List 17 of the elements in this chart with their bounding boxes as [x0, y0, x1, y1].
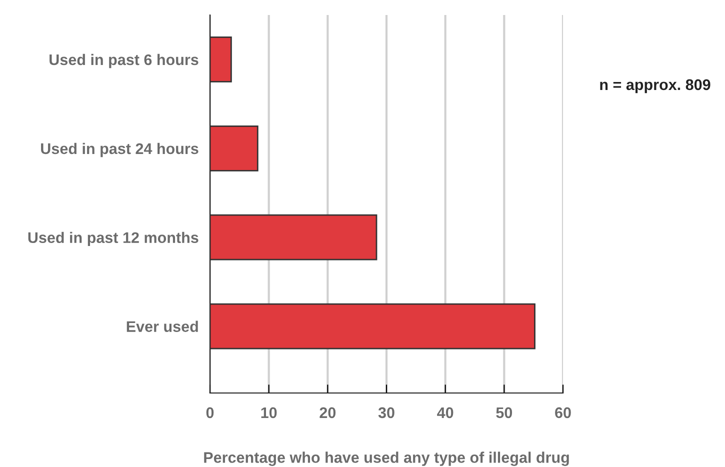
y-tick-label: Ever used	[126, 320, 198, 332]
x-axis-title: Percentage who have used any type of illegal drug	[204, 452, 569, 466]
x-tick-label: 0	[206, 407, 214, 418]
y-tick-label: Used in past 6 hours	[50, 54, 198, 68]
bar	[210, 214, 378, 260]
x-tick-label: 30	[378, 407, 394, 418]
text: n = approx. 809	[600, 79, 710, 94]
x-tick-label: 60	[555, 407, 571, 418]
x-tick-label: 50	[496, 407, 512, 418]
bar	[210, 303, 536, 350]
bar	[210, 125, 258, 172]
x-tick-label: 10	[261, 407, 277, 418]
x-tick-label: 20	[320, 407, 336, 418]
y-tick-label: Used in past 24 hours	[41, 142, 198, 158]
bar	[210, 36, 232, 82]
x-tick-label: 40	[437, 407, 454, 418]
y-tick-label: Used in past 12 months	[28, 232, 198, 246]
